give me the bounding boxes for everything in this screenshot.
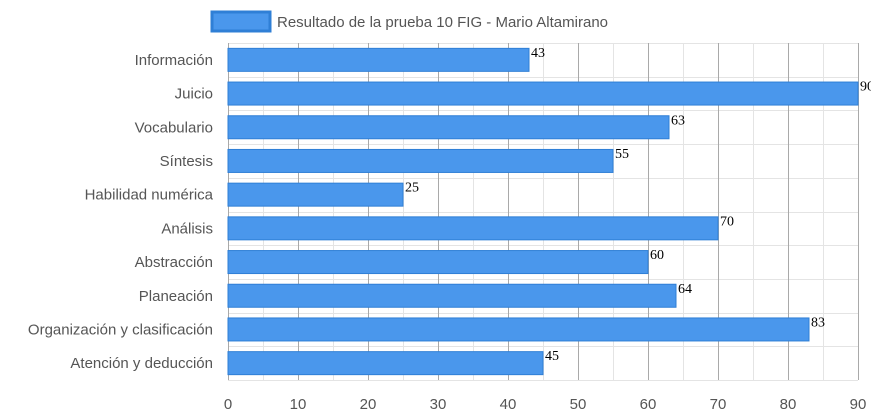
bar[interactable] bbox=[227, 148, 614, 173]
x-tick-label: 90 bbox=[850, 396, 867, 413]
data-label: 83 bbox=[811, 315, 825, 330]
bar[interactable] bbox=[227, 216, 719, 241]
category-label: Síntesis bbox=[160, 153, 213, 170]
x-tick-label: 50 bbox=[570, 396, 587, 413]
bar[interactable] bbox=[227, 351, 544, 376]
data-label: 45 bbox=[545, 349, 559, 364]
bar[interactable] bbox=[227, 182, 404, 207]
data-label: 55 bbox=[615, 147, 629, 162]
data-label: 25 bbox=[405, 181, 419, 196]
category-label: Juicio bbox=[175, 86, 213, 103]
data-label: 43 bbox=[531, 46, 545, 61]
legend-label[interactable]: Resultado de la prueba 10 FIG - Mario Al… bbox=[277, 14, 608, 31]
x-tick-label: 0 bbox=[224, 396, 232, 413]
data-label: 70 bbox=[720, 214, 734, 229]
bar[interactable] bbox=[227, 81, 859, 106]
chart-x-axis-ticks: 0 10 20 30 40 50 60 70 80 90 bbox=[224, 396, 867, 413]
bar[interactable] bbox=[227, 47, 530, 72]
x-tick-label: 40 bbox=[500, 396, 517, 413]
x-tick-label: 10 bbox=[290, 396, 307, 413]
x-tick-label: 70 bbox=[710, 396, 727, 413]
x-tick-label: 60 bbox=[640, 396, 657, 413]
chart-category-labels: Información Juicio Vocabulario Síntesis Habi… bbox=[28, 52, 214, 372]
bar[interactable] bbox=[227, 317, 810, 342]
x-tick-label: 80 bbox=[780, 396, 797, 413]
x-tick-label: 30 bbox=[430, 396, 447, 413]
legend-swatch[interactable] bbox=[210, 10, 272, 33]
category-label: Habilidad numérica bbox=[85, 187, 214, 204]
chart-legend[interactable]: Resultado de la prueba 10 FIG - Mario Al… bbox=[210, 10, 608, 33]
data-label: 90 bbox=[860, 80, 871, 95]
data-label: 60 bbox=[650, 248, 664, 263]
data-label: 63 bbox=[671, 113, 685, 128]
category-label: Información bbox=[135, 52, 213, 69]
chart-bars bbox=[227, 47, 859, 376]
category-label: Análisis bbox=[161, 220, 213, 237]
chart-data-labels: 43 90 63 55 25 70 60 64 83 45 bbox=[405, 46, 871, 364]
data-label: 64 bbox=[678, 282, 692, 297]
category-label: Vocabulario bbox=[135, 119, 213, 136]
category-label: Abstracción bbox=[135, 254, 213, 271]
bar[interactable] bbox=[227, 115, 670, 140]
bar[interactable] bbox=[227, 283, 677, 308]
category-label: Organización y clasificación bbox=[28, 321, 213, 338]
x-tick-label: 20 bbox=[360, 396, 377, 413]
bar[interactable] bbox=[227, 250, 649, 275]
category-label: Atención y deducción bbox=[70, 355, 213, 372]
category-label: Planeación bbox=[139, 288, 213, 305]
